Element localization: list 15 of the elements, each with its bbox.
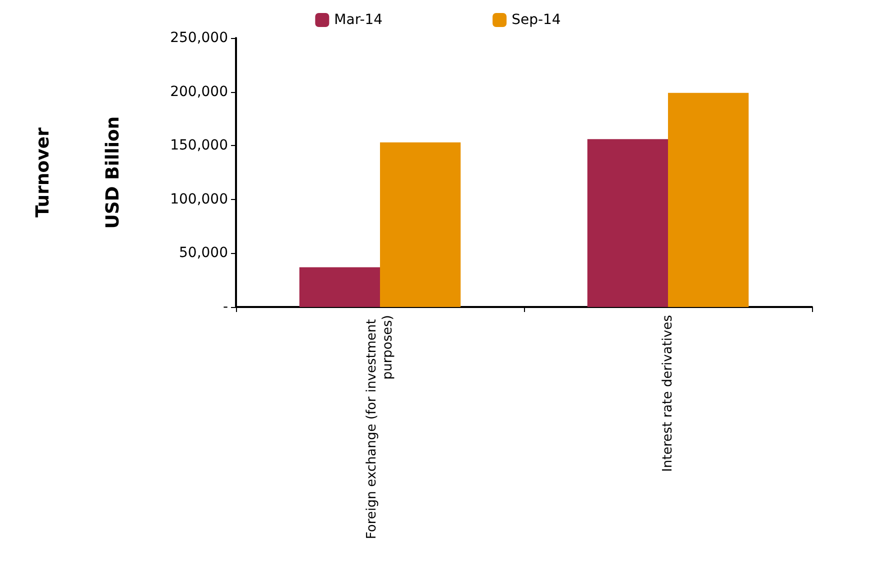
y-tick-label: 50,000 [179, 245, 228, 262]
legend-label: Sep-14 [512, 12, 561, 28]
y-tick-label: - [222, 299, 228, 315]
y-tick-label: 200,000 [170, 84, 228, 100]
y-tick-label: 250,000 [170, 30, 228, 46]
x-tick-label: Foreign exchange (for investment purposes) [364, 315, 396, 540]
bar [299, 267, 380, 307]
bar [380, 142, 461, 307]
text: Turnover USD Billion [32, 116, 124, 229]
x-tick-label: Interest rate derivatives [660, 314, 676, 472]
y-tick-label: 100,000 [170, 191, 228, 208]
legend-label: Mar-14 [334, 12, 383, 28]
bar [668, 92, 749, 307]
bar [587, 139, 668, 307]
y-tick-label: 150,000 [170, 138, 228, 154]
